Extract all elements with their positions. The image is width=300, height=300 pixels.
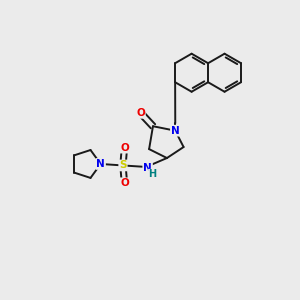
- Text: N: N: [171, 126, 180, 136]
- Text: O: O: [136, 108, 145, 118]
- Text: N: N: [96, 159, 105, 169]
- Text: N: N: [143, 164, 152, 173]
- Text: H: H: [148, 169, 157, 179]
- Text: O: O: [120, 178, 129, 188]
- Text: O: O: [120, 142, 129, 153]
- Text: S: S: [119, 160, 127, 170]
